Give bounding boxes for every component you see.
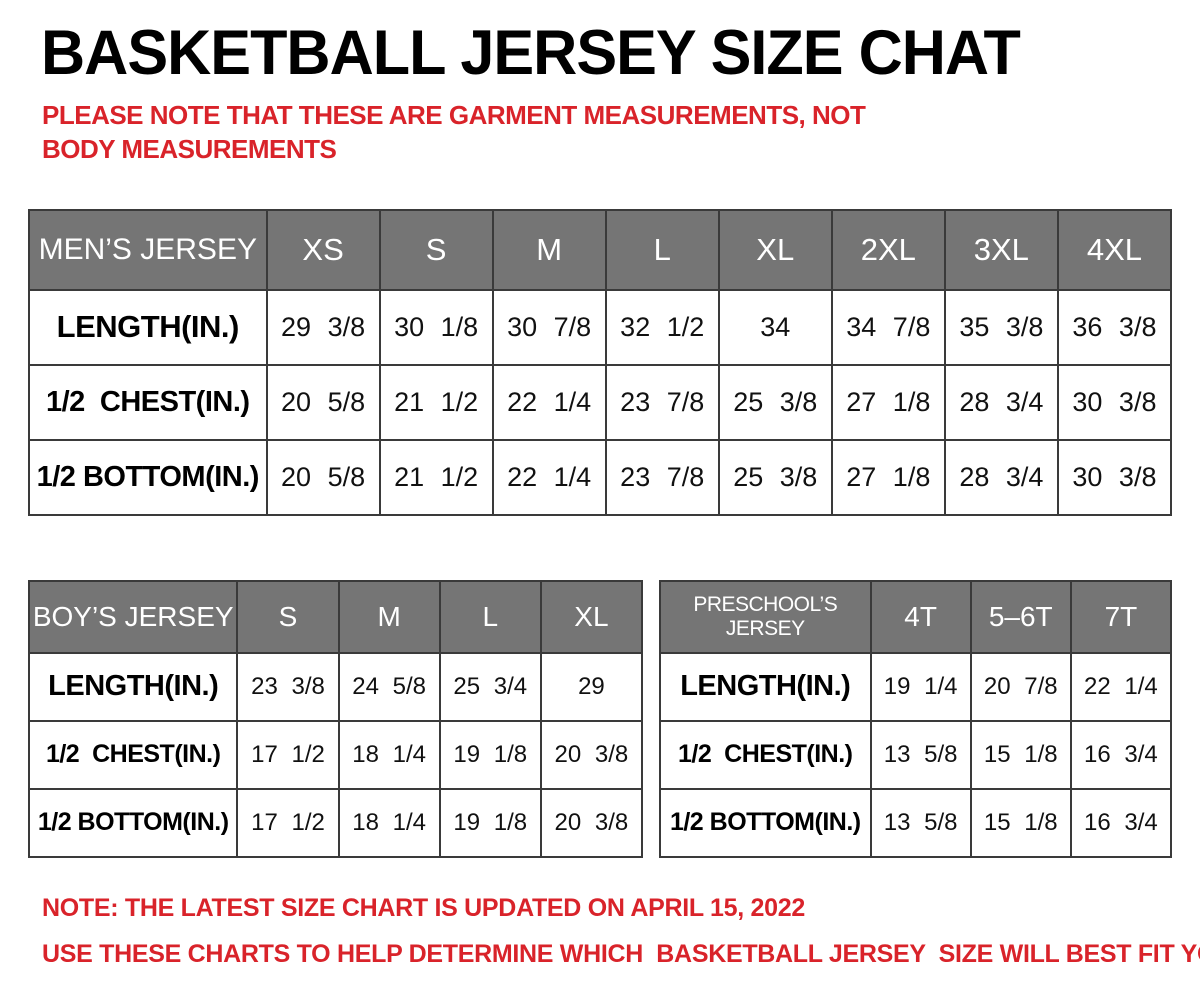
mens-size-header-3xl: 3XL xyxy=(943,208,1059,291)
mens-size-header-2xl: 2XL xyxy=(830,208,946,291)
preschool-table-title: PRESCHOOL’S JERSEY xyxy=(659,579,872,654)
cell: 32 1/2 xyxy=(604,288,720,366)
garment-measurement-note: PLEASE NOTE THAT THESE ARE GARMENT MEASU… xyxy=(42,100,866,164)
update-date-note: NOTE: THE LATEST SIZE CHART IS UPDATED O… xyxy=(42,893,805,922)
cell: 34 7/8 xyxy=(830,288,946,366)
cell: 18 1/4 xyxy=(337,787,441,858)
row-label-half-chest: 1/2 CHEST(IN.) xyxy=(27,719,239,790)
cell: 27 1/8 xyxy=(830,363,946,441)
cell: 27 1/8 xyxy=(830,438,946,516)
cell: 20 3/8 xyxy=(539,787,644,858)
cell: 21 1/2 xyxy=(378,363,494,441)
boys-size-table: BOY’S JERSEY S M L XL LENGTH(IN.) 23 3/8… xyxy=(27,579,644,858)
cell: 13 5/8 xyxy=(869,787,972,858)
cell: 24 5/8 xyxy=(337,651,441,722)
page-title: BASKETBALL JERSEY SIZE CHAT xyxy=(41,18,1021,88)
boys-table-title: BOY’S JERSEY xyxy=(27,579,239,654)
mens-size-header-xs: XS xyxy=(265,208,381,291)
mens-table-title: MEN’S JERSEY xyxy=(28,208,268,291)
cell: 30 1/8 xyxy=(378,288,494,366)
cell: 19 1/8 xyxy=(438,787,542,858)
mens-size-header-l: L xyxy=(604,208,720,291)
usage-note: USE THESE CHARTS TO HELP DETERMINE WHICH… xyxy=(42,939,1200,968)
cell: 29 xyxy=(539,651,644,722)
row-label-half-bottom: 1/2 BOTTOM(IN.) xyxy=(659,787,872,858)
mens-header-row: MEN’S JERSEY XS S M L XL 2XL 3XL 4XL xyxy=(28,208,1173,291)
cell: 29 3/8 xyxy=(265,288,381,366)
cell: 30 3/8 xyxy=(1056,438,1173,516)
boys-half-chest-row: 1/2 CHEST(IN.) 17 1/2 18 1/4 19 1/8 20 3… xyxy=(27,719,644,790)
cell: 36 3/8 xyxy=(1056,288,1173,366)
row-label-half-chest: 1/2 CHEST(IN.) xyxy=(28,363,268,441)
mens-half-bottom-row: 1/2 BOTTOM(IN.) 20 5/8 21 1/2 22 1/4 23 … xyxy=(28,438,1173,516)
cell: 13 5/8 xyxy=(869,719,972,790)
mens-size-table: MEN’S JERSEY XS S M L XL 2XL 3XL 4XL LEN… xyxy=(28,208,1173,516)
cell: 22 1/4 xyxy=(491,363,607,441)
cell: 17 1/2 xyxy=(236,787,340,858)
preschool-size-header-4t: 4T xyxy=(869,579,972,654)
cell: 20 5/8 xyxy=(265,363,381,441)
cell: 34 xyxy=(717,288,833,366)
preschool-size-header-5-6t: 5–6T xyxy=(969,579,1072,654)
cell: 25 3/4 xyxy=(438,651,542,722)
row-label-length: LENGTH(IN.) xyxy=(659,651,872,722)
mens-size-header-4xl: 4XL xyxy=(1056,208,1173,291)
cell: 23 3/8 xyxy=(236,651,340,722)
mens-length-row: LENGTH(IN.) 29 3/8 30 1/8 30 7/8 32 1/2 … xyxy=(28,288,1173,366)
boys-size-header-xl: XL xyxy=(539,579,644,654)
row-label-half-bottom: 1/2 BOTTOM(IN.) xyxy=(27,787,239,858)
boys-half-bottom-row: 1/2 BOTTOM(IN.) 17 1/2 18 1/4 19 1/8 20 … xyxy=(27,787,644,858)
cell: 15 1/8 xyxy=(969,787,1072,858)
cell: 30 3/8 xyxy=(1056,363,1173,441)
preschool-header-row: PRESCHOOL’S JERSEY 4T 5–6T 7T xyxy=(659,579,1173,654)
preschool-half-bottom-row: 1/2 BOTTOM(IN.) 13 5/8 15 1/8 16 3/4 xyxy=(659,787,1173,858)
cell: 20 3/8 xyxy=(539,719,644,790)
cell: 15 1/8 xyxy=(969,719,1072,790)
row-label-half-bottom: 1/2 BOTTOM(IN.) xyxy=(28,438,268,516)
cell: 28 3/4 xyxy=(943,438,1059,516)
cell: 25 3/8 xyxy=(717,363,833,441)
row-label-length: LENGTH(IN.) xyxy=(27,651,239,722)
mens-half-chest-row: 1/2 CHEST(IN.) 20 5/8 21 1/2 22 1/4 23 7… xyxy=(28,363,1173,441)
mens-size-header-xl: XL xyxy=(717,208,833,291)
boys-length-row: LENGTH(IN.) 23 3/8 24 5/8 25 3/4 29 xyxy=(27,651,644,722)
preschool-length-row: LENGTH(IN.) 19 1/4 20 7/8 22 1/4 xyxy=(659,651,1173,722)
cell: 20 5/8 xyxy=(265,438,381,516)
cell: 16 3/4 xyxy=(1069,719,1173,790)
mens-size-header-s: S xyxy=(378,208,494,291)
cell: 16 3/4 xyxy=(1069,787,1173,858)
row-label-length: LENGTH(IN.) xyxy=(28,288,268,366)
preschool-size-table: PRESCHOOL’S JERSEY 4T 5–6T 7T LENGTH(IN.… xyxy=(659,579,1173,858)
boys-size-header-m: M xyxy=(337,579,441,654)
preschool-size-header-7t: 7T xyxy=(1069,579,1173,654)
child-tables-row: BOY’S JERSEY S M L XL LENGTH(IN.) 23 3/8… xyxy=(27,579,1173,858)
cell: 21 1/2 xyxy=(378,438,494,516)
cell: 17 1/2 xyxy=(236,719,340,790)
cell: 19 1/8 xyxy=(438,719,542,790)
cell: 22 1/4 xyxy=(1069,651,1173,722)
size-chart-page: BASKETBALL JERSEY SIZE CHAT PLEASE NOTE … xyxy=(27,18,1200,969)
cell: 28 3/4 xyxy=(943,363,1059,441)
footer-notes: NOTE: THE LATEST SIZE CHART IS UPDATED O… xyxy=(42,893,1200,969)
cell: 23 7/8 xyxy=(604,438,720,516)
cell: 20 7/8 xyxy=(969,651,1072,722)
cell: 22 1/4 xyxy=(491,438,607,516)
boys-size-header-l: L xyxy=(438,579,542,654)
cell: 18 1/4 xyxy=(337,719,441,790)
boys-size-header-s: S xyxy=(236,579,340,654)
cell: 23 7/8 xyxy=(604,363,720,441)
cell: 19 1/4 xyxy=(869,651,972,722)
cell: 25 3/8 xyxy=(717,438,833,516)
boys-header-row: BOY’S JERSEY S M L XL xyxy=(27,579,644,654)
cell: 30 7/8 xyxy=(491,288,607,366)
preschool-half-chest-row: 1/2 CHEST(IN.) 13 5/8 15 1/8 16 3/4 xyxy=(659,719,1173,790)
mens-size-header-m: M xyxy=(491,208,607,291)
row-label-half-chest: 1/2 CHEST(IN.) xyxy=(659,719,872,790)
cell: 35 3/8 xyxy=(943,288,1059,366)
